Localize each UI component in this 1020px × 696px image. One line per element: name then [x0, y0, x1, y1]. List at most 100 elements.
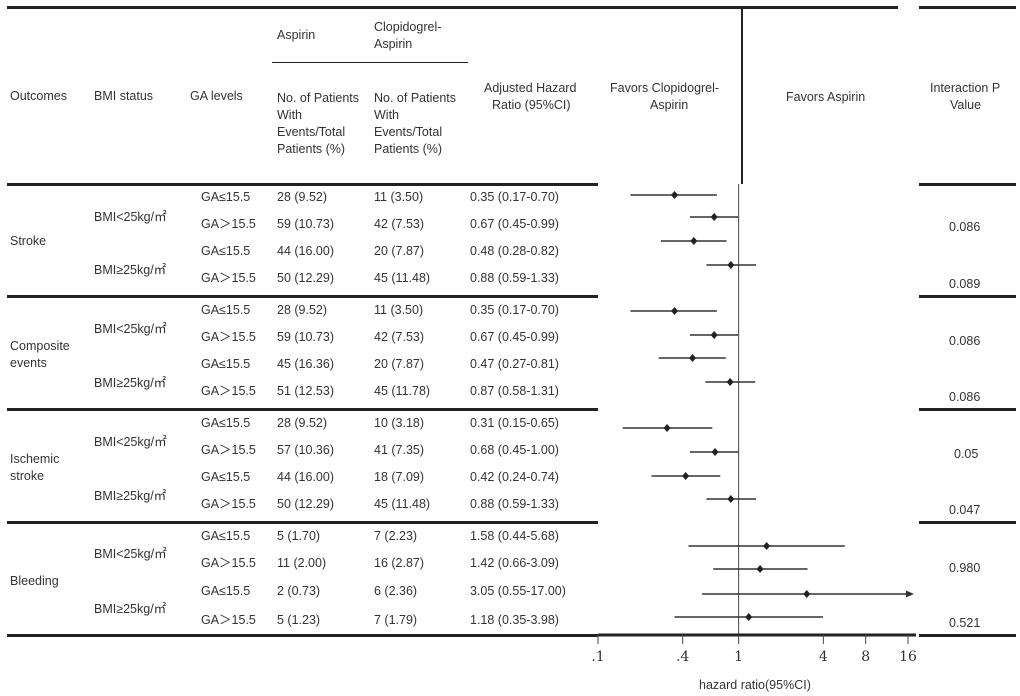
x-tick-label: 8 — [861, 649, 870, 665]
x-tick-label: 16 — [899, 649, 917, 665]
clop-events: 42 (7.53) — [374, 330, 425, 344]
adjusted-hr: 0.31 (0.15-0.65) — [470, 416, 559, 430]
header-aspirin-events-4: Patients (%) — [277, 142, 346, 156]
stroke-bottom-rule-right — [919, 295, 1016, 298]
ga-level: GA≤15.5 — [201, 470, 251, 484]
aspirin-events: 2 (0.73) — [277, 584, 321, 598]
ci-arrow — [906, 590, 914, 598]
aspirin-events: 50 (12.29) — [277, 497, 334, 511]
x-tick-label: .1 — [591, 649, 604, 665]
header-interaction-line2: Value — [950, 98, 982, 112]
adjusted-hr: 3.05 (0.55-17.00) — [470, 584, 566, 598]
aspirin-events: 28 (9.52) — [277, 190, 328, 204]
header-favors-left-line1: Favors Clopidogrel- — [610, 81, 720, 95]
ischemic-bottom-rule — [7, 521, 598, 524]
bmi-label: BMI<25kg/㎡ — [94, 322, 167, 336]
p-value: 0.980 — [949, 561, 981, 575]
aspirin-events: 45 (16.36) — [277, 357, 334, 371]
clop-events: 42 (7.53) — [374, 217, 425, 231]
bmi-label: BMI<25kg/㎡ — [94, 210, 167, 224]
hr-point — [671, 191, 679, 199]
composite-bottom-rule-right — [919, 408, 1016, 411]
ga-level: GA＞15.5 — [201, 613, 256, 627]
header-aspirin-events-3: Events/Total — [277, 125, 346, 139]
aspirin-events: 5 (1.23) — [277, 613, 321, 627]
ga-level: GA≤15.5 — [201, 303, 251, 317]
adjusted-hr: 0.42 (0.24-0.74) — [470, 470, 559, 484]
aspirin-events: 59 (10.73) — [277, 330, 334, 344]
clop-events: 11 (3.50) — [374, 303, 424, 317]
header-outcomes: Outcomes — [10, 89, 67, 103]
ga-level: GA≤15.5 — [201, 416, 251, 430]
ga-level: GA≤15.5 — [201, 529, 251, 543]
adjusted-hr: 0.68 (0.45-1.00) — [470, 443, 559, 457]
aspirin-events: 28 (9.52) — [277, 416, 328, 430]
hr-point — [710, 331, 718, 339]
header-bottom-rule — [7, 183, 598, 186]
adjusted-hr: 0.35 (0.17-0.70) — [470, 190, 559, 204]
outcome-composite-line1: Composite — [10, 339, 70, 353]
p-value: 0.086 — [949, 390, 981, 404]
top-rule-left — [7, 6, 598, 9]
hr-point — [727, 261, 735, 269]
aspirin-events: 11 (2.00) — [277, 556, 327, 570]
p-value: 0.086 — [949, 334, 981, 348]
header-bmi-status: BMI status — [94, 89, 154, 103]
x-tick-label: 1 — [734, 649, 743, 665]
clop-events: 10 (3.18) — [374, 416, 425, 430]
outcome-ischemic-line2: stroke — [10, 469, 45, 483]
adjusted-hr: 0.48 (0.28-0.82) — [470, 244, 559, 258]
header-aspirin-events-2: With — [277, 108, 302, 122]
hr-point — [689, 354, 697, 362]
adjusted-hr: 0.35 (0.17-0.70) — [470, 303, 559, 317]
adjusted-hr: 1.58 (0.44-5.68) — [470, 529, 559, 543]
outcome-ischemic-line1: Ischemic — [10, 452, 60, 466]
ga-level: GA＞15.5 — [201, 556, 256, 570]
ga-level: GA＞15.5 — [201, 217, 256, 231]
p-value: 0.521 — [949, 616, 981, 630]
top-rule-chart — [598, 6, 898, 9]
hr-point — [682, 472, 690, 480]
bmi-label: BMI<25kg/㎡ — [94, 547, 167, 561]
table-bottom-rule-right — [919, 634, 1016, 637]
ga-level: GA＞15.5 — [201, 330, 256, 344]
header-interaction-line1: Interaction P — [930, 81, 1001, 95]
clop-events: 11 (3.50) — [374, 190, 424, 204]
ga-level: GA≤15.5 — [201, 190, 251, 204]
header-aspirin-events-1: No. of Patients — [277, 91, 359, 105]
clop-events: 41 (7.35) — [374, 443, 425, 457]
header-clop-events-1: No. of Patients — [374, 91, 456, 105]
header-aspirin: Aspirin — [277, 28, 316, 42]
clop-events: 45 (11.78) — [374, 384, 431, 398]
clop-events: 45 (11.48) — [374, 497, 431, 511]
p-value: 0.086 — [949, 220, 981, 234]
aspirin-events: 50 (12.29) — [277, 271, 334, 285]
header-ahr-line1: Adjusted Hazard — [484, 81, 577, 95]
clop-events: 7 (1.79) — [374, 613, 418, 627]
bmi-label: BMI≥25kg/㎡ — [94, 376, 167, 390]
hr-point — [663, 424, 671, 432]
ga-level: GA≤15.5 — [201, 244, 251, 258]
bmi-label: BMI≥25kg/㎡ — [94, 489, 167, 503]
ga-level: GA＞15.5 — [201, 443, 256, 457]
ga-level: GA≤15.5 — [201, 357, 251, 371]
hr-point — [756, 565, 764, 573]
bmi-label: BMI<25kg/㎡ — [94, 435, 167, 449]
bmi-label: BMI≥25kg/㎡ — [94, 263, 167, 277]
hr-point — [727, 495, 735, 503]
hr-point — [671, 307, 679, 315]
hr-point — [745, 613, 753, 621]
group-header-rule — [272, 62, 468, 63]
adjusted-hr: 1.42 (0.66-3.09) — [470, 556, 559, 570]
bmi-label: BMI≥25kg/㎡ — [94, 602, 167, 616]
clop-events: 20 (7.87) — [374, 357, 425, 371]
adjusted-hr: 0.87 (0.58-1.31) — [470, 384, 559, 398]
adjusted-hr: 0.67 (0.45-0.99) — [470, 217, 559, 231]
outcome-composite-line2: events — [10, 356, 47, 370]
ga-level: GA＞15.5 — [201, 271, 256, 285]
ga-level: GA≤15.5 — [201, 584, 251, 598]
header-clopidogrel-line2: Aspirin — [374, 37, 413, 51]
x-tick-label: .4 — [676, 649, 689, 665]
adjusted-hr: 0.67 (0.45-0.99) — [470, 330, 559, 344]
